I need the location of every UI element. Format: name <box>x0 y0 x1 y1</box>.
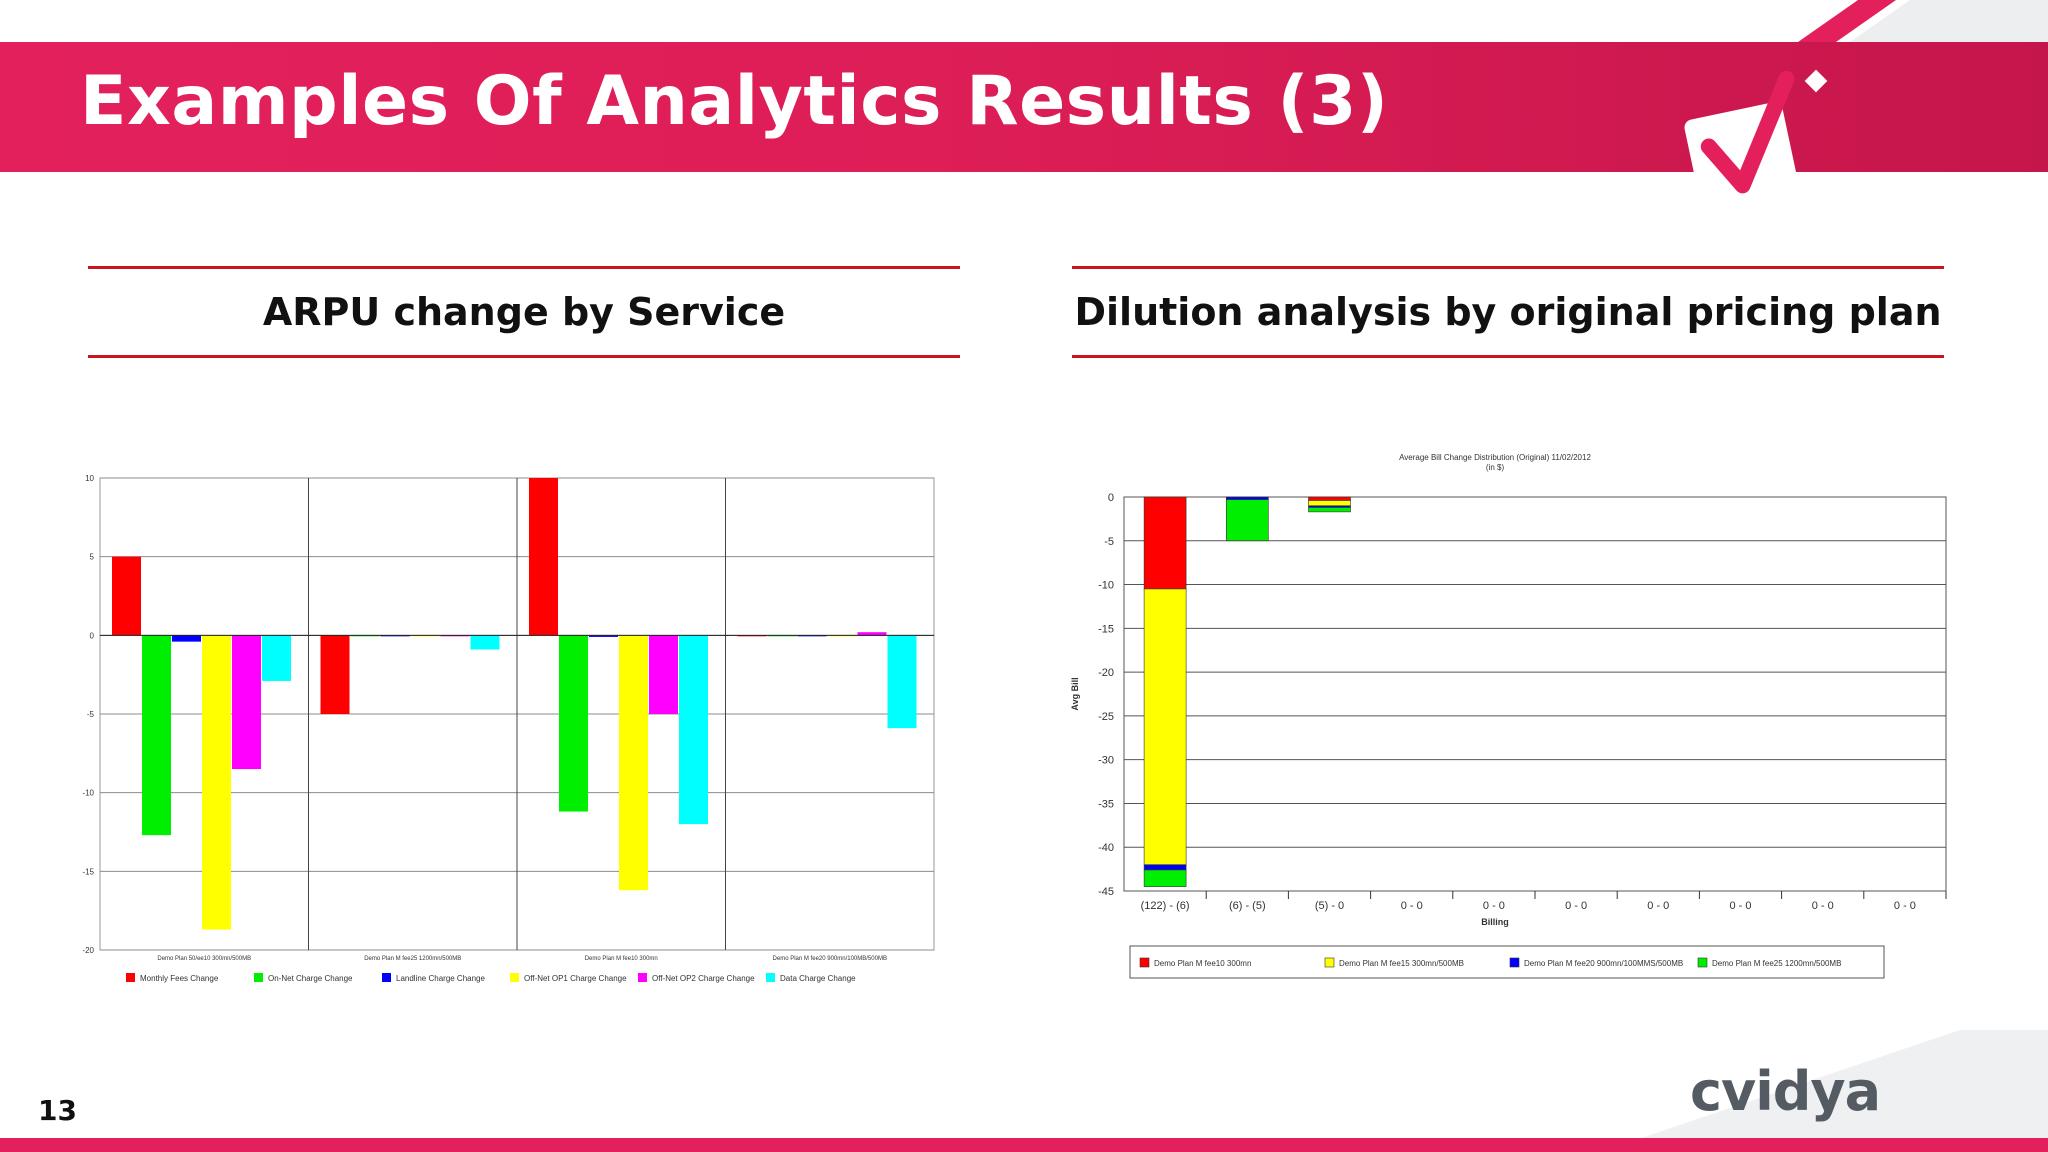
bar <box>559 635 588 812</box>
bar-segment <box>1226 496 1269 500</box>
y-tick-label: -45 <box>1098 886 1114 898</box>
y-tick-label: -5 <box>1104 536 1114 548</box>
x-tick-label: Demo Plan 50/ee10 300mn/500MB <box>157 956 251 962</box>
legend-swatch <box>254 973 263 982</box>
bar <box>172 635 201 642</box>
legend-label: Off-Net OP1 Charge Change <box>524 974 627 983</box>
legend-swatch <box>1324 957 1335 968</box>
x-tick-label: (6) - (5) <box>1229 900 1266 912</box>
legend-label: Monthly Fees Change <box>140 974 219 983</box>
chart-subtitle: (in $) <box>1486 463 1505 472</box>
bar-segment <box>1143 588 1187 866</box>
x-tick-label: Demo Plan M fee25 1200mn/500MB <box>364 956 461 962</box>
bar-segment <box>1308 500 1351 507</box>
y-tick-label: -5 <box>87 710 95 719</box>
left-section-title: ARPU change by Service <box>262 290 786 334</box>
legend-label: Demo Plan M fee15 300mn/500MB <box>1339 959 1464 968</box>
bar <box>619 635 648 891</box>
y-tick-label: -10 <box>82 789 94 798</box>
y-tick-label: -30 <box>1098 755 1114 767</box>
brand-logo: cvidya <box>1690 1060 1881 1123</box>
bar-segment <box>1308 496 1351 501</box>
legend-swatch <box>766 973 775 982</box>
chart-title: Average Bill Change Distribution (Origin… <box>1399 453 1591 462</box>
dilution-analysis-chart: Average Bill Change Distribution (Origin… <box>1070 453 1947 979</box>
x-tick-label: 0 - 0 <box>1647 900 1669 912</box>
y-tick-label: -20 <box>1098 667 1114 679</box>
bar <box>649 635 678 714</box>
arpu-change-chart: 10 5 0 -5 -10 -15 -20 Demo Plan 50/ee10 300mn/5… <box>82 474 935 983</box>
bar <box>320 635 350 714</box>
y-tick-label: 10 <box>85 474 94 483</box>
y-tick-label: 5 <box>90 553 95 562</box>
bar <box>232 635 261 770</box>
legend-label: Demo Plan M fee20 900mn/100MMS/500MB <box>1524 959 1683 968</box>
bar <box>679 635 708 825</box>
legend-box <box>1129 945 1885 979</box>
x-axis-label: Billing <box>1481 917 1509 927</box>
y-tick-label: -20 <box>82 946 94 955</box>
bar-segment <box>1226 499 1269 542</box>
left-section-header: ARPU change by Service <box>88 266 960 358</box>
bottom-bar <box>0 1138 2048 1152</box>
y-tick-label: 0 <box>90 631 95 640</box>
legend-label: Data Charge Change <box>780 974 856 983</box>
page-number: 13 <box>38 1094 77 1127</box>
y-tick-label: -15 <box>1098 623 1114 635</box>
bar <box>589 635 618 637</box>
y-tick-label: -10 <box>1098 580 1114 592</box>
slide-title: Examples Of Analytics Results (3) <box>80 62 1389 141</box>
bar <box>202 635 231 930</box>
plot-area <box>1123 496 1947 892</box>
right-section-title: Dilution analysis by original pricing pl… <box>1074 290 1942 334</box>
bar <box>112 556 141 636</box>
legend-swatch <box>510 973 519 982</box>
right-section-header: Dilution analysis by original pricing pl… <box>1072 266 1944 358</box>
legend-label: Landline Charge Change <box>396 974 486 983</box>
y-tick-label: -35 <box>1098 798 1114 810</box>
x-tick-label: 0 - 0 <box>1401 900 1423 912</box>
x-tick-label: (5) - 0 <box>1315 900 1344 912</box>
x-tick-label: 0 - 0 <box>1812 900 1834 912</box>
x-tick-label: 0 - 0 <box>1565 900 1587 912</box>
x-tick-label: Demo Plan M fee10 300mn <box>585 956 658 962</box>
y-tick-label: 0 <box>1108 492 1114 504</box>
legend-swatch <box>1509 957 1520 968</box>
bar <box>470 635 500 650</box>
legend-swatch <box>126 973 135 982</box>
x-tick-label: 0 - 0 <box>1483 900 1505 912</box>
bar-segment <box>1143 864 1187 871</box>
legend-label: On-Net Charge Change <box>268 974 353 983</box>
legend-swatch <box>638 973 647 982</box>
legend-swatch <box>382 973 391 982</box>
legend-swatch <box>1139 957 1150 968</box>
y-axis-label: Avg Bill <box>1070 677 1080 710</box>
bar-segment <box>1143 496 1187 590</box>
bar <box>529 478 558 636</box>
x-tick-label: Demo Plan M fee20 900mn/100MB/500MB <box>773 956 887 962</box>
bar <box>142 635 171 836</box>
y-tick-label: -15 <box>82 867 94 876</box>
legend-label: Demo Plan M fee25 1200mn/500MB <box>1712 959 1841 968</box>
x-tick-label: 0 - 0 <box>1729 900 1751 912</box>
checkmark-logo-icon <box>1684 69 1828 218</box>
bar <box>262 635 291 681</box>
legend-label: Demo Plan M fee10 300mn <box>1154 959 1251 968</box>
y-tick-label: -25 <box>1098 711 1114 723</box>
x-tick-label: 0 - 0 <box>1894 900 1916 912</box>
y-tick-label: -40 <box>1098 842 1114 854</box>
x-tick-label: (122) - (6) <box>1141 900 1190 912</box>
legend-swatch <box>1697 957 1708 968</box>
bar <box>887 635 917 729</box>
legend-label: Off-Net OP2 Charge Change <box>652 974 755 983</box>
bar <box>857 632 887 636</box>
bar-segment <box>1143 869 1187 887</box>
bar-segment <box>1308 507 1351 513</box>
